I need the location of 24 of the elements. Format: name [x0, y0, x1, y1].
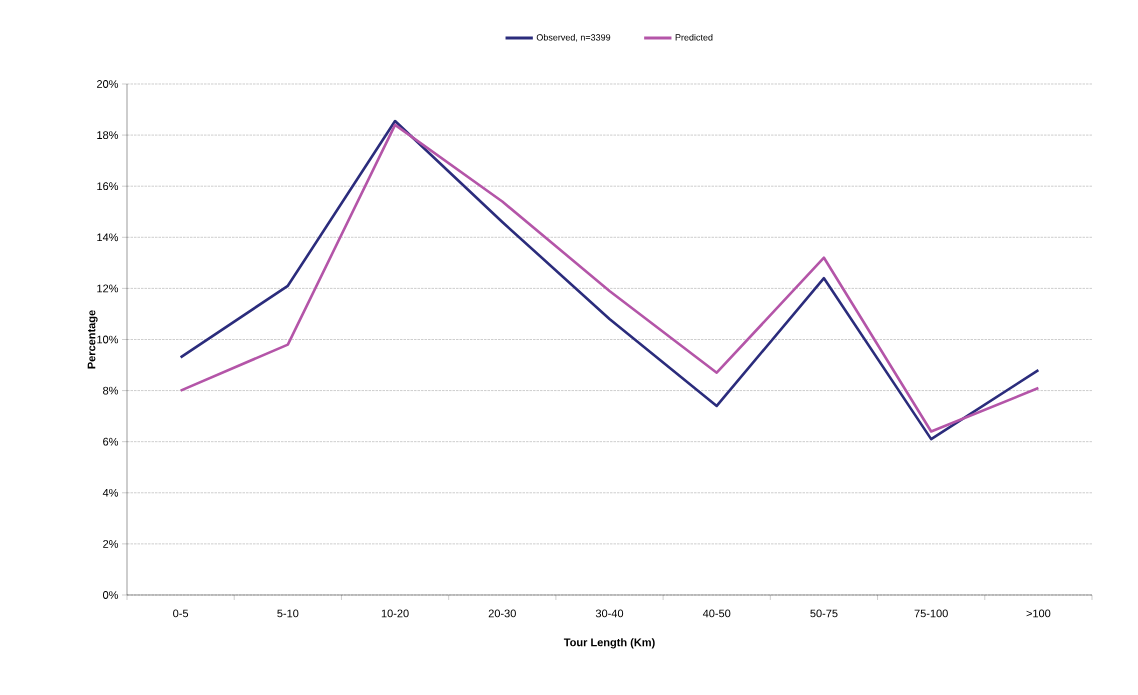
y-tick-label: 14%	[97, 233, 119, 242]
x-tick-label: 30-40	[595, 609, 624, 618]
x-tick-label: 20-30	[488, 609, 516, 618]
x-tick-label: 50-75	[810, 609, 838, 618]
y-tick-label: 16%	[97, 182, 119, 191]
legend-label: Predicted	[675, 33, 713, 41]
y-axis-title: Percentage	[87, 310, 98, 369]
y-tick-label: 2%	[103, 540, 119, 548]
y-tick-label: 20%	[97, 80, 119, 88]
x-tick-label: >100	[1026, 609, 1051, 618]
x-tick-label: 0-5	[173, 609, 189, 618]
y-tick-label: 0%	[103, 591, 119, 599]
y-tick-label: 12%	[97, 284, 119, 293]
y-tick-label: 18%	[97, 131, 119, 139]
x-tick-label: 10-20	[381, 609, 409, 618]
y-tick-label: 4%	[102, 488, 119, 497]
y-tick-label: 8%	[103, 386, 119, 395]
x-tick-label: 40-50	[702, 609, 731, 618]
x-axis-title: Tour Length (Km)	[563, 638, 655, 649]
y-tick-label: 10%	[97, 335, 119, 344]
y-tick-label: 6%	[103, 437, 119, 446]
x-tick-label: 5-10	[277, 609, 299, 618]
legend-label: Observed, n=3399	[536, 33, 611, 42]
x-tick-label: 75-100	[914, 609, 948, 618]
